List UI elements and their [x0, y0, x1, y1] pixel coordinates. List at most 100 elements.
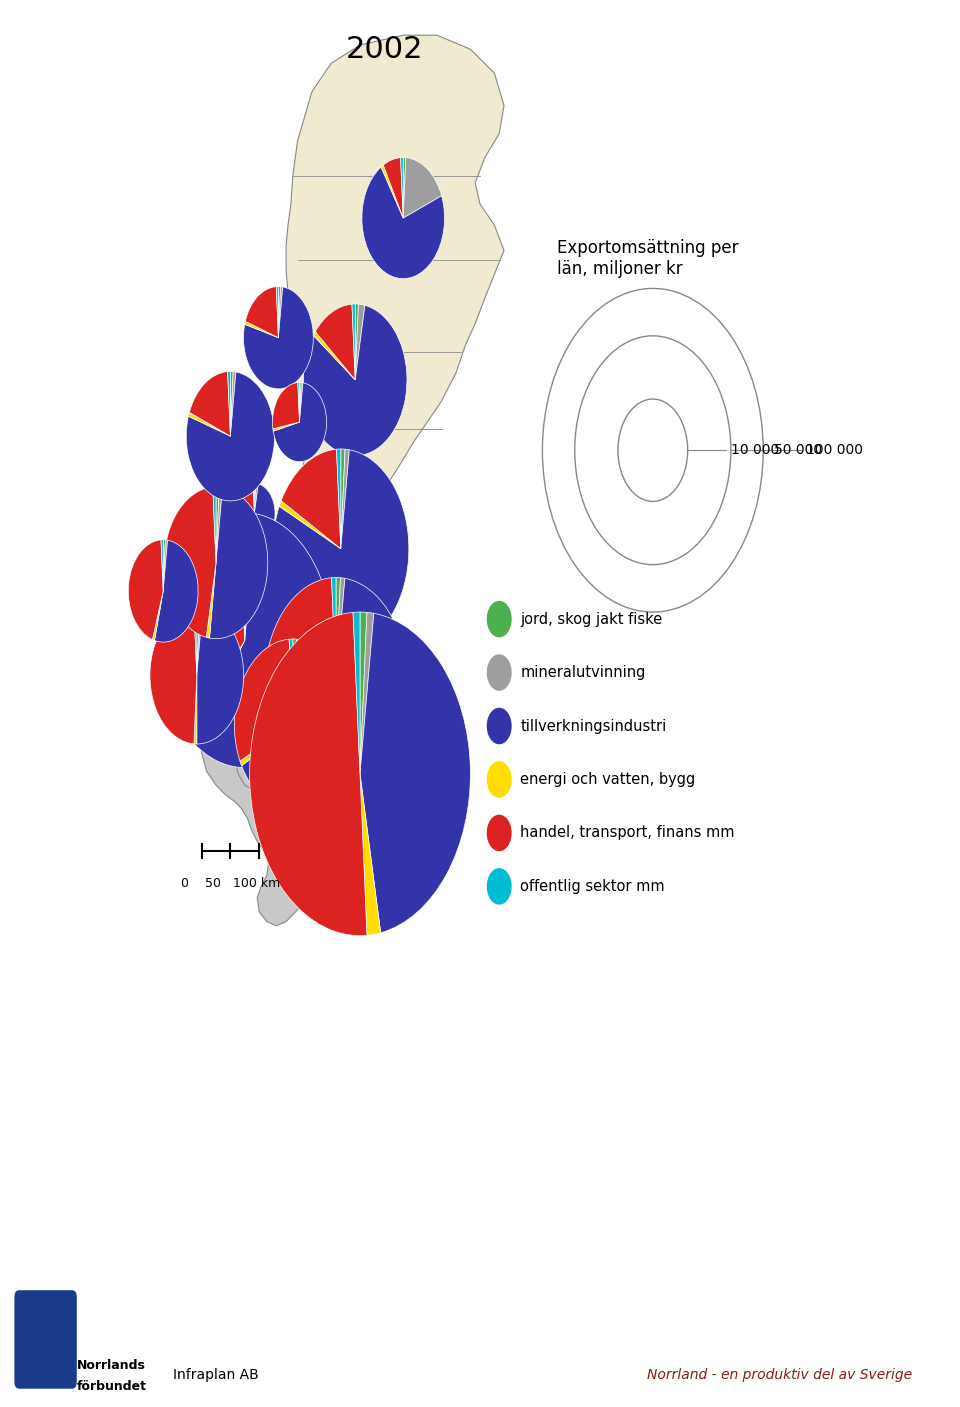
Polygon shape: [386, 718, 401, 746]
Wedge shape: [360, 774, 381, 936]
Polygon shape: [200, 507, 346, 926]
Polygon shape: [312, 757, 324, 795]
Wedge shape: [197, 608, 244, 744]
Wedge shape: [355, 304, 365, 380]
Wedge shape: [155, 540, 198, 642]
Wedge shape: [194, 675, 197, 744]
Wedge shape: [189, 640, 245, 743]
Wedge shape: [197, 606, 200, 675]
Wedge shape: [276, 287, 278, 338]
Wedge shape: [400, 158, 403, 218]
Text: Norrland - en produktiv del av Sverige: Norrland - en produktiv del av Sverige: [647, 1368, 912, 1382]
Wedge shape: [230, 371, 236, 436]
Wedge shape: [163, 540, 165, 591]
Circle shape: [487, 761, 512, 798]
Wedge shape: [360, 612, 367, 774]
Wedge shape: [250, 612, 367, 936]
Wedge shape: [209, 487, 268, 639]
Wedge shape: [233, 484, 254, 515]
Text: energi och vatten, bygg: energi och vatten, bygg: [520, 772, 696, 787]
Text: handel, transport, finans mm: handel, transport, finans mm: [520, 826, 734, 840]
Circle shape: [487, 708, 512, 744]
Circle shape: [487, 654, 512, 691]
Wedge shape: [234, 514, 254, 518]
Wedge shape: [355, 304, 358, 380]
Wedge shape: [242, 640, 351, 810]
Wedge shape: [403, 158, 406, 218]
Wedge shape: [197, 606, 203, 675]
Wedge shape: [273, 383, 300, 429]
Wedge shape: [254, 484, 258, 514]
Wedge shape: [293, 639, 300, 725]
Wedge shape: [245, 321, 278, 338]
Wedge shape: [289, 639, 293, 725]
Text: tillverkningsindustri: tillverkningsindustri: [520, 719, 666, 733]
Wedge shape: [194, 514, 332, 768]
Wedge shape: [279, 501, 341, 549]
Wedge shape: [403, 158, 442, 218]
Text: Exportomsättning per
län, miljoner kr: Exportomsättning per län, miljoner kr: [557, 239, 738, 279]
Wedge shape: [289, 578, 408, 788]
Wedge shape: [336, 577, 341, 682]
Wedge shape: [239, 512, 245, 640]
Wedge shape: [245, 514, 255, 640]
FancyBboxPatch shape: [14, 1290, 77, 1389]
Wedge shape: [129, 540, 163, 640]
Wedge shape: [273, 422, 300, 432]
Wedge shape: [300, 383, 301, 422]
Wedge shape: [254, 483, 255, 514]
Wedge shape: [153, 591, 163, 640]
Circle shape: [487, 601, 512, 637]
Wedge shape: [161, 540, 163, 591]
Wedge shape: [360, 613, 470, 933]
Text: förbundet: förbundet: [77, 1380, 147, 1393]
Wedge shape: [353, 612, 360, 774]
Wedge shape: [281, 449, 341, 549]
Wedge shape: [278, 287, 283, 338]
Wedge shape: [230, 371, 233, 436]
Wedge shape: [245, 512, 251, 640]
Wedge shape: [336, 578, 345, 682]
Wedge shape: [362, 167, 444, 279]
Wedge shape: [150, 606, 197, 744]
Wedge shape: [186, 371, 275, 501]
Wedge shape: [164, 487, 216, 637]
Wedge shape: [313, 332, 355, 380]
Wedge shape: [264, 578, 336, 757]
Wedge shape: [341, 449, 345, 549]
Wedge shape: [286, 682, 336, 761]
Wedge shape: [381, 165, 403, 218]
Wedge shape: [240, 725, 293, 765]
Wedge shape: [341, 449, 349, 549]
Wedge shape: [253, 483, 254, 514]
Wedge shape: [244, 287, 313, 388]
Wedge shape: [303, 305, 407, 456]
Wedge shape: [315, 304, 355, 380]
Text: mineralutvinning: mineralutvinning: [520, 666, 646, 680]
Text: 0    50   100 km: 0 50 100 km: [180, 877, 280, 889]
Text: Infraplan AB: Infraplan AB: [173, 1368, 258, 1382]
Circle shape: [487, 868, 512, 905]
Text: 10 000: 10 000: [731, 443, 780, 457]
Text: 2002: 2002: [346, 35, 422, 65]
Wedge shape: [189, 371, 230, 436]
Wedge shape: [234, 639, 293, 761]
Wedge shape: [216, 487, 223, 563]
Wedge shape: [246, 287, 278, 338]
Wedge shape: [360, 612, 373, 774]
Wedge shape: [331, 577, 336, 682]
Wedge shape: [278, 287, 280, 338]
Wedge shape: [157, 514, 245, 739]
Text: Norrlands: Norrlands: [77, 1359, 146, 1372]
Wedge shape: [273, 450, 409, 649]
Wedge shape: [298, 383, 300, 422]
Wedge shape: [206, 563, 216, 639]
Wedge shape: [293, 639, 297, 725]
Wedge shape: [228, 371, 230, 436]
Wedge shape: [352, 304, 355, 380]
Wedge shape: [300, 383, 302, 422]
Wedge shape: [163, 540, 168, 591]
Text: jord, skog jakt fiske: jord, skog jakt fiske: [520, 612, 662, 626]
Circle shape: [487, 815, 512, 851]
Text: 50 000: 50 000: [774, 443, 822, 457]
